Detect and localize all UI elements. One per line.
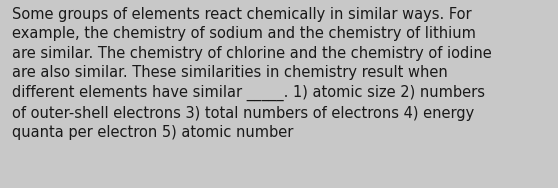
Text: Some groups of elements react chemically in similar ways. For
example, the chemi: Some groups of elements react chemically…: [12, 7, 492, 140]
